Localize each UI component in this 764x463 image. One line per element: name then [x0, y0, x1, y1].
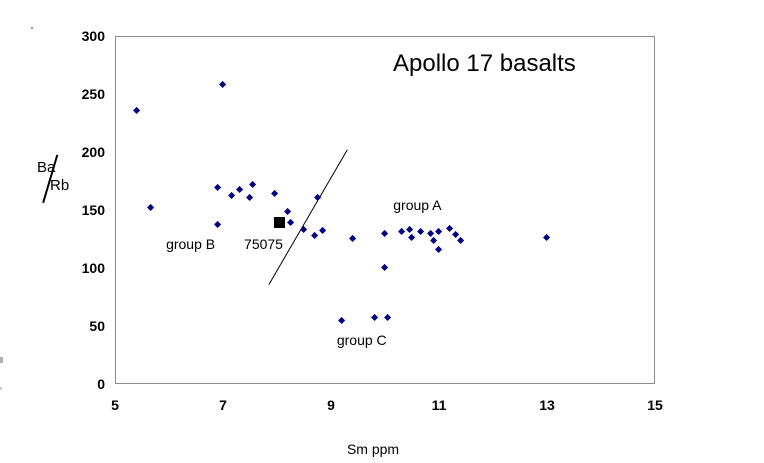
x-tick-label: 7 — [219, 397, 227, 413]
y-axis-label-denominator: Rb — [50, 177, 70, 194]
data-point-75075-square — [274, 217, 286, 229]
y-tick-label: 150 — [81, 202, 105, 218]
x-tick-label: 9 — [327, 397, 335, 413]
stray-dot-artifact — [31, 27, 33, 29]
x-tick-label: 11 — [431, 397, 447, 413]
y-tick-label: 250 — [81, 86, 105, 102]
left-edge-artifact — [0, 387, 2, 390]
y-tick-label: 300 — [81, 28, 105, 44]
left-edge-artifact — [0, 357, 3, 363]
x-tick-label: 5 — [111, 397, 119, 413]
plot-area — [115, 36, 655, 384]
annotation-label-75075: 75075 — [244, 235, 283, 252]
y-tick-label: 200 — [81, 144, 105, 160]
x-tick-label: 13 — [539, 397, 555, 413]
annotation-group-b: group B — [166, 235, 216, 252]
chart-title: Apollo 17 basalts — [393, 50, 576, 77]
y-tick-label: 0 — [97, 376, 105, 392]
y-tick-label: 100 — [81, 260, 105, 276]
annotation-group-c: group C — [336, 331, 387, 348]
y-tick-label: 50 — [89, 318, 105, 334]
x-axis-label: Sm ppm — [346, 441, 400, 457]
x-tick-label: 15 — [647, 397, 663, 413]
annotation-group-a: group A — [393, 197, 442, 214]
